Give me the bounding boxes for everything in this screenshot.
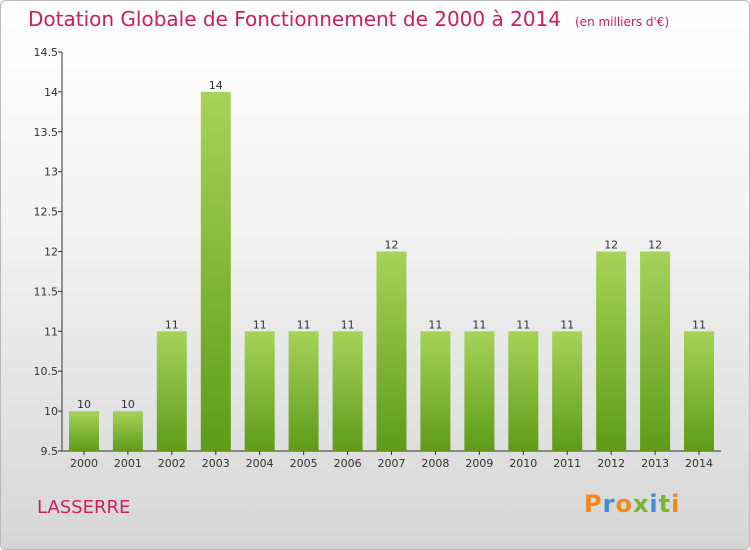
y-tick-label: 12.5 <box>34 206 59 219</box>
bar-2013 <box>640 251 671 451</box>
bar-2011 <box>552 331 583 451</box>
y-tick-label: 9.5 <box>41 445 59 458</box>
x-tick-label: 2006 <box>334 457 362 470</box>
data-label: 11 <box>428 318 442 331</box>
data-label: 10 <box>121 398 135 411</box>
bar-2005 <box>288 331 319 451</box>
proxiti-logo: Proxiti <box>584 490 681 518</box>
x-tick-label: 2011 <box>553 457 581 470</box>
bar-2002 <box>156 331 187 451</box>
y-tick-label: 11 <box>44 325 58 338</box>
bar-2006 <box>332 331 363 451</box>
data-label: 11 <box>253 318 267 331</box>
bar-2001 <box>112 411 143 451</box>
data-label: 12 <box>648 239 662 252</box>
data-label: 12 <box>385 239 399 252</box>
x-tick-label: 2001 <box>114 457 142 470</box>
bar-2008 <box>420 331 451 451</box>
x-tick-label: 2012 <box>597 457 625 470</box>
bar-2004 <box>244 331 275 451</box>
y-tick-label: 14.5 <box>34 46 59 59</box>
data-label: 14 <box>209 79 223 92</box>
data-label: 11 <box>560 318 574 331</box>
y-tick-label: 14 <box>44 86 58 99</box>
bar-2007 <box>376 251 407 451</box>
chart-title-text: Dotation Globale de Fonctionnement de 20… <box>28 7 561 31</box>
bar-2000 <box>69 411 99 451</box>
x-tick-label: 2000 <box>70 457 98 470</box>
y-tick-label: 13.5 <box>34 126 59 139</box>
x-tick-label: 2008 <box>421 457 449 470</box>
commune-name: LASSERRE <box>37 497 131 518</box>
x-tick-label: 2004 <box>246 457 274 470</box>
y-tick-label: 10 <box>44 405 58 418</box>
y-tick-label: 12 <box>44 246 58 259</box>
data-label: 11 <box>692 318 706 331</box>
data-label: 11 <box>516 318 530 331</box>
data-label: 12 <box>604 239 618 252</box>
x-tick-label: 2007 <box>378 457 406 470</box>
x-tick-label: 2010 <box>509 457 537 470</box>
y-tick-label: 10.5 <box>34 365 59 378</box>
data-label: 11 <box>165 318 179 331</box>
x-tick-label: 2002 <box>158 457 186 470</box>
x-tick-label: 2009 <box>465 457 493 470</box>
y-tick-label: 11.5 <box>34 285 59 298</box>
x-tick-label: 2013 <box>641 457 669 470</box>
bar-2010 <box>508 331 539 451</box>
data-label: 10 <box>77 398 91 411</box>
y-tick-label: 13 <box>44 166 58 179</box>
x-tick-label: 2014 <box>685 457 713 470</box>
x-tick-label: 2003 <box>202 457 230 470</box>
data-label: 11 <box>472 318 486 331</box>
bar-2014 <box>684 331 714 451</box>
bar-2012 <box>596 251 627 451</box>
chart-subtitle: (en milliers d'€) <box>575 15 670 29</box>
bar-2003 <box>200 91 231 452</box>
chart-title: Dotation Globale de Fonctionnement de 20… <box>28 7 669 31</box>
x-tick-label: 2005 <box>290 457 318 470</box>
data-label: 11 <box>297 318 311 331</box>
data-label: 11 <box>341 318 355 331</box>
bar-2009 <box>464 331 495 451</box>
